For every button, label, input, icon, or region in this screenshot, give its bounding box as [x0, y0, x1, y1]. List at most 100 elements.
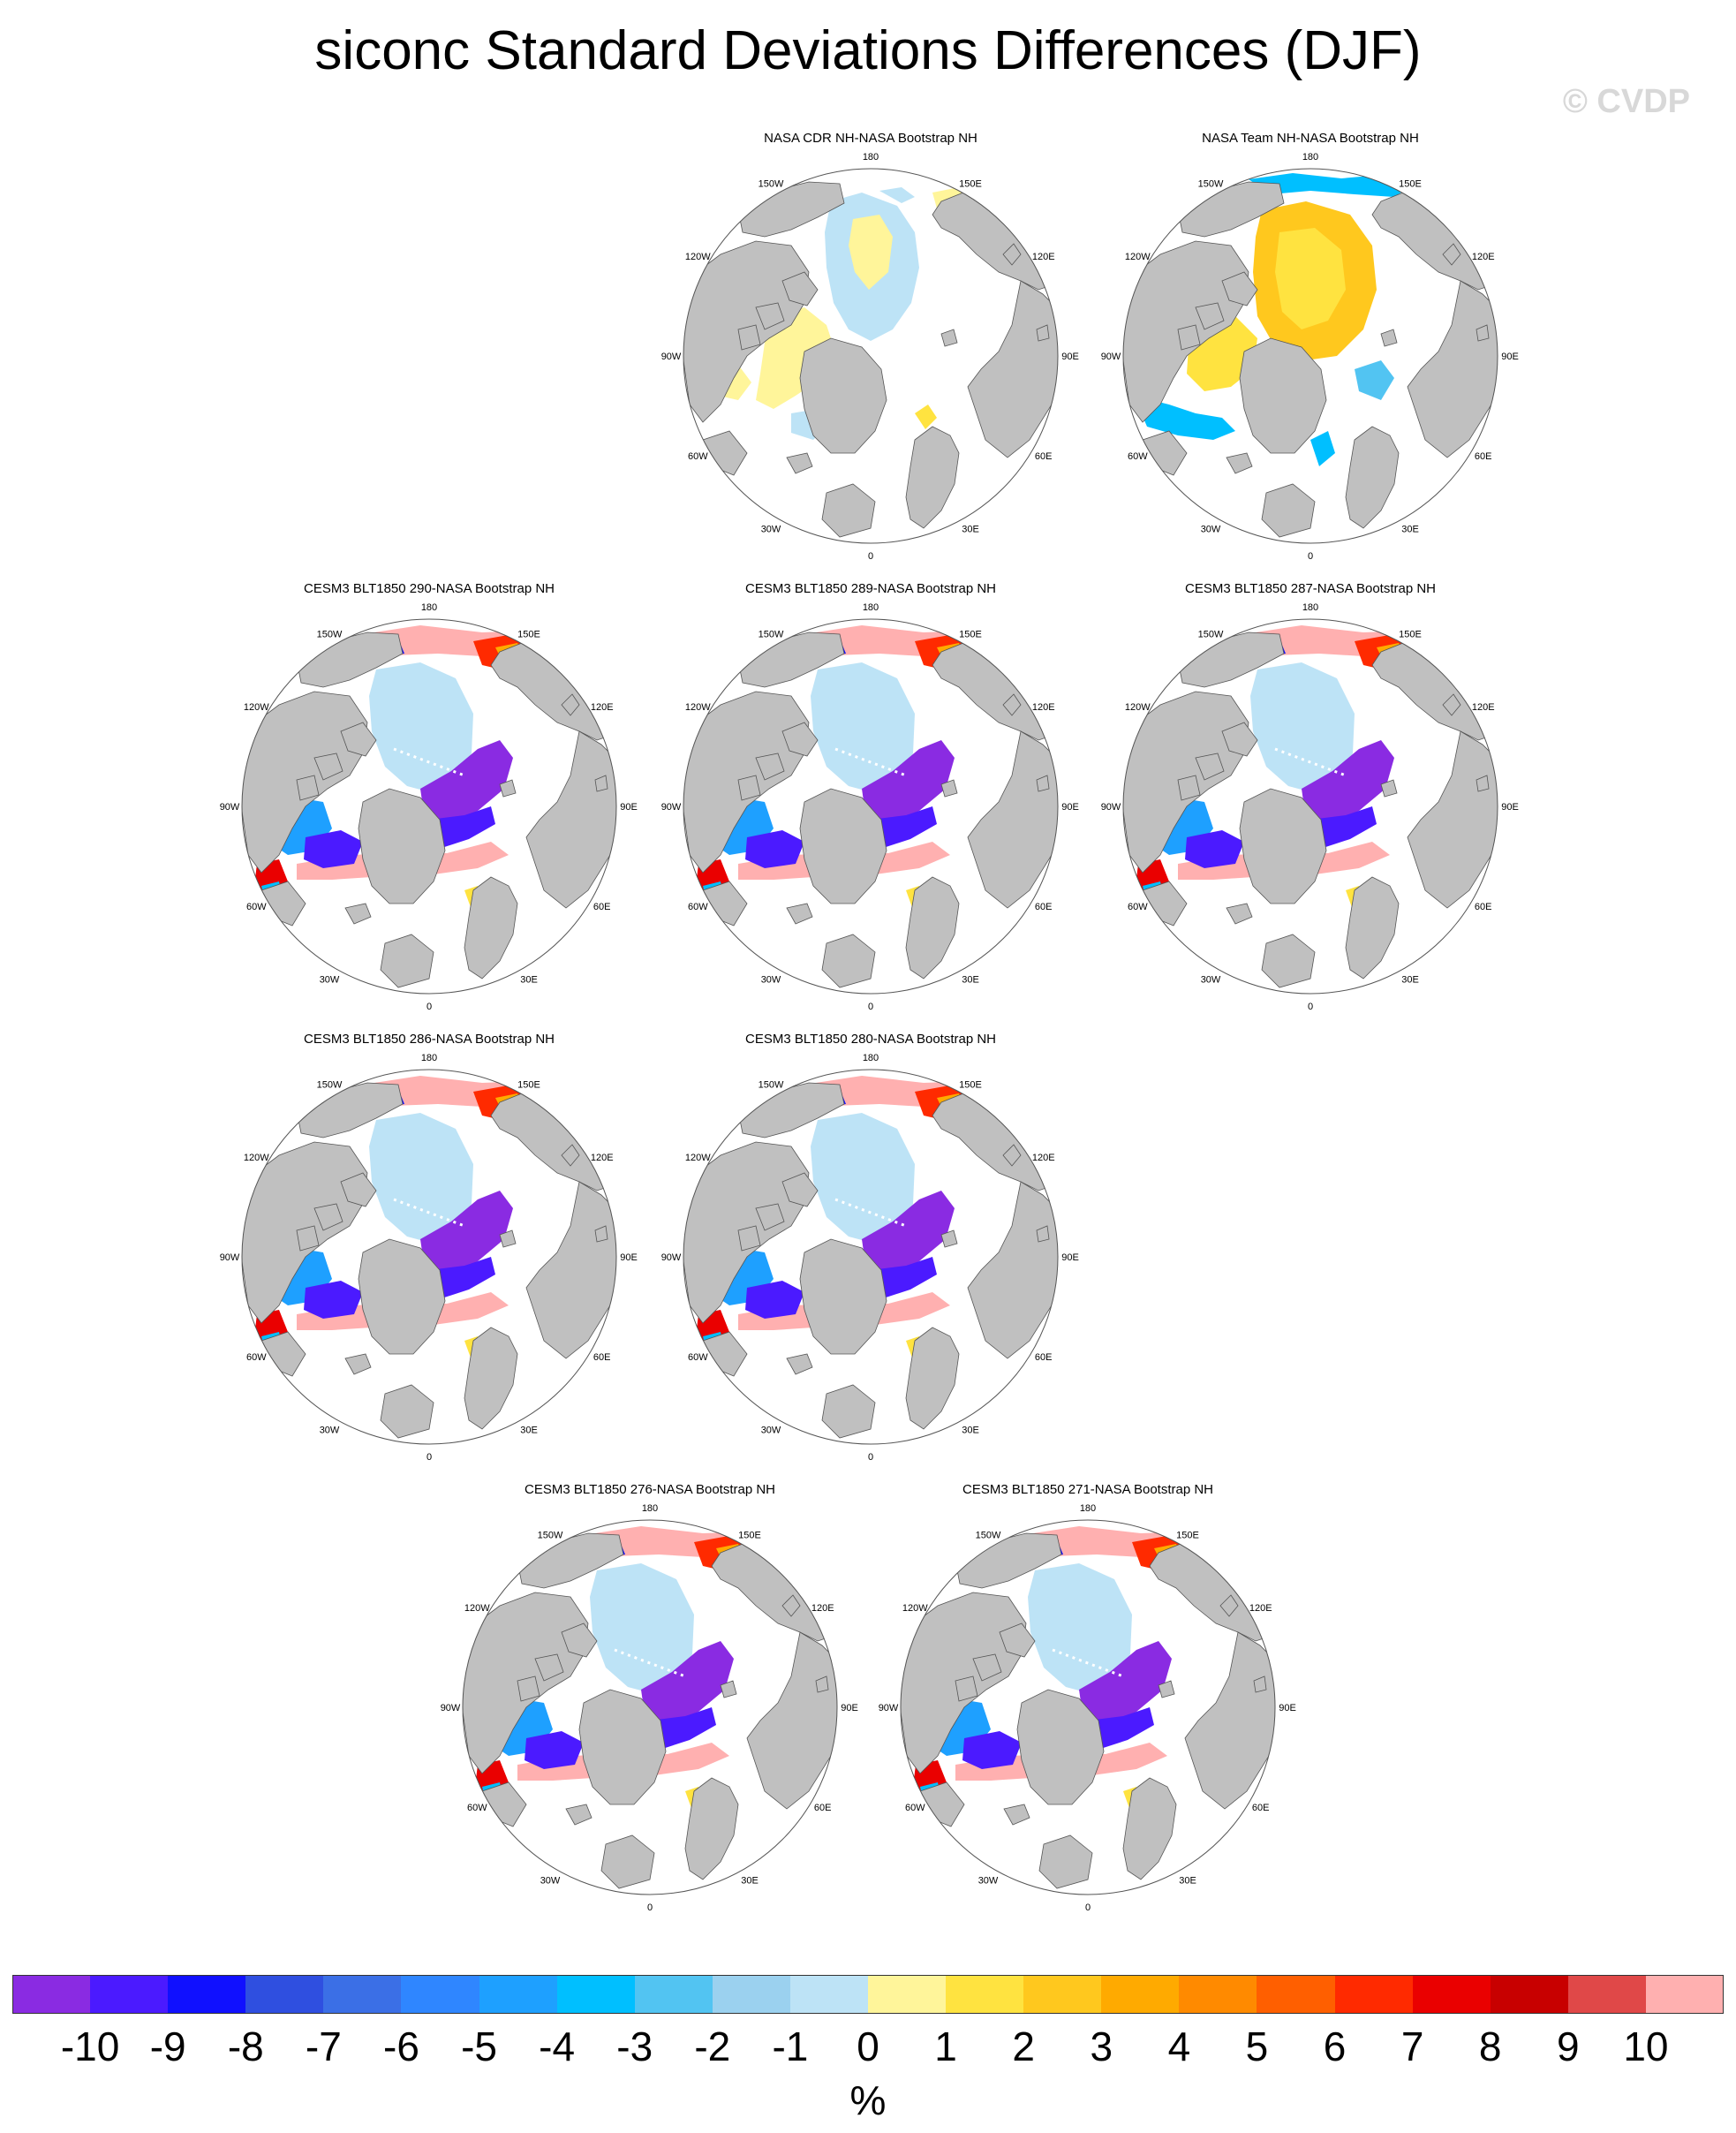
- map-panel-nasa-team: NASA Team NH-NASA Bootstrap NH 180 150E 12…: [1090, 131, 1531, 572]
- ice-difference-region: [1079, 1641, 1172, 1725]
- panel-title: NASA CDR NH-NASA Bootstrap NH: [764, 131, 977, 146]
- longitude-label: 30W: [978, 1876, 999, 1887]
- map-content: [1123, 625, 1498, 988]
- colorbar: [12, 1975, 1725, 2016]
- longitude-label: 0: [868, 1452, 873, 1463]
- land-mass: [1221, 722, 1258, 757]
- longitude-label: 30E: [962, 975, 979, 986]
- longitude-label: 150W: [1198, 629, 1224, 639]
- longitude-label: 120W: [244, 1153, 269, 1163]
- land-mass: [1177, 775, 1201, 801]
- longitude-label: 180: [1080, 1503, 1096, 1514]
- land-mass: [380, 934, 434, 988]
- longitude-label: 180: [1302, 152, 1318, 163]
- longitude-label: 30E: [962, 525, 979, 535]
- colorbar-swatch: [1101, 1975, 1180, 2014]
- longitude-label: 30W: [320, 975, 340, 986]
- longitude-label: 60E: [1475, 902, 1492, 912]
- colorbar-swatch: [789, 1975, 869, 2014]
- land-mass: [499, 1229, 517, 1248]
- longitude-label: 60W: [1128, 451, 1148, 462]
- colorbar-tick-label: 4: [1167, 2023, 1191, 2069]
- land-mass: [1195, 753, 1225, 781]
- longitude-label: 120E: [1249, 1603, 1272, 1614]
- longitude-label: 150E: [959, 178, 982, 189]
- longitude-label: 90W: [661, 352, 682, 362]
- longitude-label: 120E: [811, 1603, 834, 1614]
- land-mass: [1345, 876, 1400, 980]
- longitude-label: 30W: [320, 1426, 340, 1436]
- ice-difference-region: [862, 1191, 955, 1275]
- land-mass: [1003, 1804, 1030, 1826]
- longitude-label: 150E: [517, 1079, 540, 1090]
- colorbar-tick-label: 10: [1623, 2023, 1669, 2069]
- longitude-label: 90E: [841, 1703, 858, 1713]
- longitude-label: 120W: [244, 702, 269, 713]
- land-mass: [737, 1225, 761, 1252]
- map-border: [241, 618, 617, 995]
- longitude-label: 90W: [661, 802, 682, 813]
- land-mass: [737, 324, 761, 351]
- longitude-label: 60W: [467, 1803, 487, 1813]
- longitude-label: 0: [1085, 1902, 1091, 1913]
- land-mass: [1038, 1834, 1093, 1889]
- ice-difference-region: [1134, 396, 1235, 440]
- land-mass: [955, 1675, 978, 1702]
- longitude-label: 150E: [959, 629, 982, 639]
- land-mass: [594, 1225, 608, 1243]
- map-panel-cesm3-271: CESM3 BLT1850 271-NASA Bootstrap NH 180 1…: [867, 1482, 1309, 1924]
- land-mass: [1442, 243, 1461, 266]
- ice-difference-region: [745, 830, 804, 868]
- land-mass: [1226, 452, 1253, 474]
- longitude-label: 0: [1308, 1002, 1313, 1012]
- longitude-label: 0: [647, 1902, 653, 1913]
- land-mass: [905, 1327, 960, 1430]
- colorbar-tick-label: -9: [149, 2023, 186, 2069]
- land-mass: [1476, 324, 1490, 342]
- longitude-label: 60E: [593, 902, 611, 912]
- grid-dotted-line: [834, 747, 907, 777]
- longitude-label: 120E: [1032, 702, 1055, 713]
- longitude-label: 90E: [620, 802, 638, 813]
- longitude-label: 60E: [1035, 1352, 1053, 1363]
- colorbar-tick-label: 2: [1012, 2023, 1035, 2069]
- land-mass: [1036, 324, 1050, 342]
- land-mass: [1345, 426, 1400, 529]
- ice-difference-region: [915, 405, 937, 429]
- longitude-label: 120E: [591, 1153, 614, 1163]
- land-mass: [561, 1144, 580, 1167]
- ice-difference-region: [304, 1281, 363, 1319]
- land-mass: [905, 876, 960, 980]
- longitude-label: 120W: [685, 252, 711, 262]
- ice-difference-region: [1310, 431, 1335, 466]
- land-mass: [821, 934, 876, 988]
- ice-difference-region: [862, 740, 955, 824]
- grid-dotted-line: [393, 1198, 465, 1228]
- land-mass: [967, 280, 1058, 458]
- grid-dotted-line: [834, 1198, 907, 1228]
- longitude-label: 150E: [517, 629, 540, 639]
- longitude-label: 180: [863, 152, 879, 163]
- colorbar-swatch: [1179, 1975, 1257, 2014]
- land-mass: [799, 788, 887, 904]
- grid-dotted-line: [614, 1648, 686, 1678]
- colorbar-tick-label: -7: [305, 2023, 342, 2069]
- longitude-label: 150W: [976, 1530, 1001, 1540]
- panel-title: CESM3 BLT1850 289-NASA Bootstrap NH: [744, 581, 997, 596]
- figure-title: siconc Standard Deviations Differences (…: [314, 20, 1422, 81]
- land-mass: [1002, 693, 1022, 716]
- land-mass: [1407, 730, 1498, 909]
- panel-title: CESM3 BLT1850 276-NASA Bootstrap NH: [524, 1482, 776, 1497]
- land-mass: [380, 1384, 434, 1439]
- colorbar-swatch: [479, 1975, 558, 2014]
- longitude-label: 90W: [661, 1252, 682, 1263]
- ice-difference-region: [879, 187, 915, 203]
- colorbar-tick-label: -5: [461, 2023, 497, 2069]
- longitude-label: 30W: [540, 1876, 561, 1887]
- ice-difference-region: [1302, 740, 1394, 824]
- longitude-label: 0: [426, 1452, 432, 1463]
- colorbar-swatch: [1645, 1975, 1725, 2014]
- ice-difference-region: [811, 662, 915, 793]
- longitude-label: 150E: [738, 1530, 761, 1540]
- longitude-label: 150W: [759, 629, 784, 639]
